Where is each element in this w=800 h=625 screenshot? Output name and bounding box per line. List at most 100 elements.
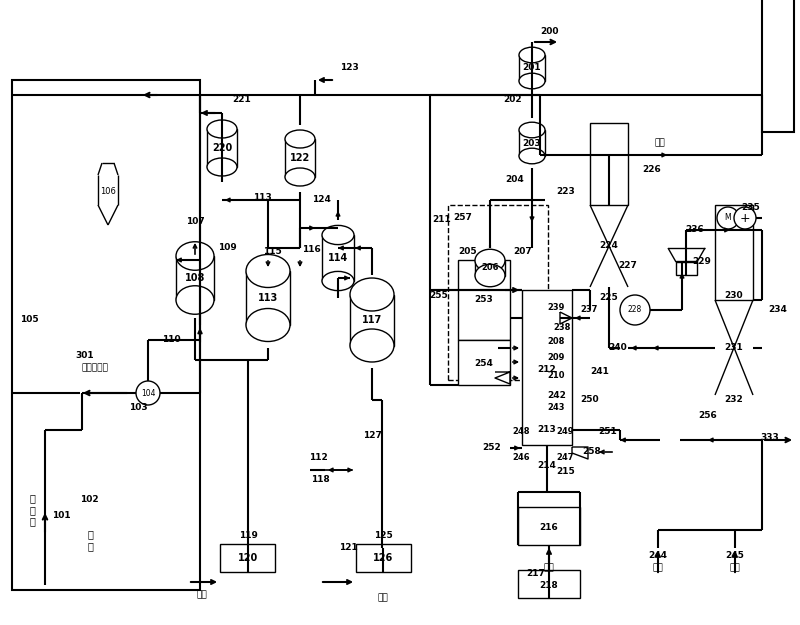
Text: 237: 237	[580, 306, 598, 314]
Text: 249: 249	[556, 428, 574, 436]
Text: 250: 250	[581, 396, 599, 404]
Circle shape	[620, 295, 650, 325]
Text: 252: 252	[482, 444, 502, 452]
Text: 216: 216	[540, 522, 558, 531]
Bar	[676, 261, 697, 275]
Text: 114: 114	[328, 253, 348, 263]
Text: 102: 102	[80, 496, 98, 504]
Text: 253: 253	[474, 296, 494, 304]
Ellipse shape	[475, 249, 505, 272]
Text: 204: 204	[506, 176, 524, 184]
Ellipse shape	[207, 158, 237, 176]
Text: 110: 110	[162, 336, 181, 344]
Text: 239: 239	[547, 304, 564, 312]
Text: 241: 241	[590, 368, 610, 376]
Ellipse shape	[207, 120, 237, 138]
Text: 251: 251	[598, 428, 618, 436]
Text: 227: 227	[618, 261, 637, 269]
Text: 200: 200	[540, 28, 558, 36]
Text: 205: 205	[458, 248, 478, 256]
Text: 230: 230	[725, 291, 743, 299]
Text: 247: 247	[556, 454, 574, 462]
Text: 211: 211	[432, 216, 450, 224]
Text: 218: 218	[540, 581, 558, 589]
Text: 放空: 放空	[654, 139, 666, 148]
Text: 232: 232	[725, 396, 743, 404]
Text: 256: 256	[698, 411, 718, 419]
Text: 118: 118	[310, 476, 330, 484]
Text: 112: 112	[309, 454, 327, 462]
Text: 去分馏系统: 去分馏系统	[82, 364, 109, 372]
Ellipse shape	[519, 48, 545, 63]
Bar	[518, 570, 580, 598]
Text: 氢气: 氢气	[197, 591, 207, 599]
Text: 104: 104	[141, 389, 155, 398]
Text: 208: 208	[547, 338, 564, 346]
Text: 120: 120	[238, 553, 258, 563]
Text: 101: 101	[52, 511, 70, 519]
Text: 206: 206	[482, 264, 498, 272]
Text: 122: 122	[290, 153, 310, 163]
Text: 244: 244	[649, 551, 667, 559]
Bar	[350, 294, 394, 346]
Text: 空气: 空气	[730, 564, 740, 572]
Text: 209: 209	[547, 354, 564, 362]
Text: 泵
极: 泵 极	[87, 529, 93, 551]
Text: 242: 242	[547, 391, 566, 399]
Text: 258: 258	[582, 448, 602, 456]
Text: 223: 223	[556, 188, 575, 196]
Text: 236: 236	[686, 226, 704, 234]
Text: 333: 333	[761, 434, 779, 442]
Text: 氮气: 氮气	[653, 564, 663, 572]
Ellipse shape	[350, 278, 394, 311]
Ellipse shape	[322, 271, 354, 291]
Text: 207: 207	[513, 248, 532, 256]
Bar	[458, 260, 510, 340]
Bar	[475, 261, 505, 276]
Text: 248: 248	[513, 428, 530, 436]
Text: 氢气: 氢气	[544, 564, 554, 572]
Text: 210: 210	[547, 371, 565, 379]
Text: 234: 234	[769, 306, 787, 314]
Text: 103: 103	[129, 404, 147, 412]
Text: 119: 119	[238, 531, 258, 539]
Text: 121: 121	[338, 544, 358, 552]
Text: 氢气: 氢气	[378, 594, 388, 602]
Text: 231: 231	[725, 344, 743, 352]
Text: 245: 245	[726, 551, 745, 559]
Circle shape	[717, 207, 739, 229]
Bar	[322, 235, 354, 281]
Ellipse shape	[176, 286, 214, 314]
Text: 243: 243	[547, 404, 565, 412]
Text: 107: 107	[186, 217, 204, 226]
Bar	[220, 544, 275, 572]
Ellipse shape	[475, 264, 505, 287]
Text: 115: 115	[263, 248, 282, 256]
Ellipse shape	[285, 130, 315, 148]
Text: 108: 108	[185, 273, 205, 283]
Text: 212: 212	[538, 366, 556, 374]
Bar	[246, 271, 290, 325]
Text: 214: 214	[538, 461, 557, 469]
Text: M: M	[725, 214, 731, 222]
Text: 240: 240	[609, 344, 627, 352]
Ellipse shape	[322, 226, 354, 244]
Bar	[519, 55, 545, 81]
Text: 127: 127	[362, 431, 382, 439]
Ellipse shape	[246, 254, 290, 288]
Circle shape	[734, 207, 756, 229]
Text: 203: 203	[522, 139, 542, 148]
Text: 228: 228	[628, 306, 642, 314]
Ellipse shape	[519, 148, 545, 164]
Text: 221: 221	[232, 96, 250, 104]
Text: 238: 238	[554, 322, 570, 331]
Text: 246: 246	[512, 454, 530, 462]
Text: 125: 125	[374, 531, 392, 539]
Text: 124: 124	[312, 196, 331, 204]
Bar	[519, 130, 545, 156]
Text: 117: 117	[362, 315, 382, 325]
Ellipse shape	[285, 168, 315, 186]
Bar	[715, 205, 753, 300]
Text: +: +	[740, 211, 750, 224]
Bar	[458, 340, 510, 385]
